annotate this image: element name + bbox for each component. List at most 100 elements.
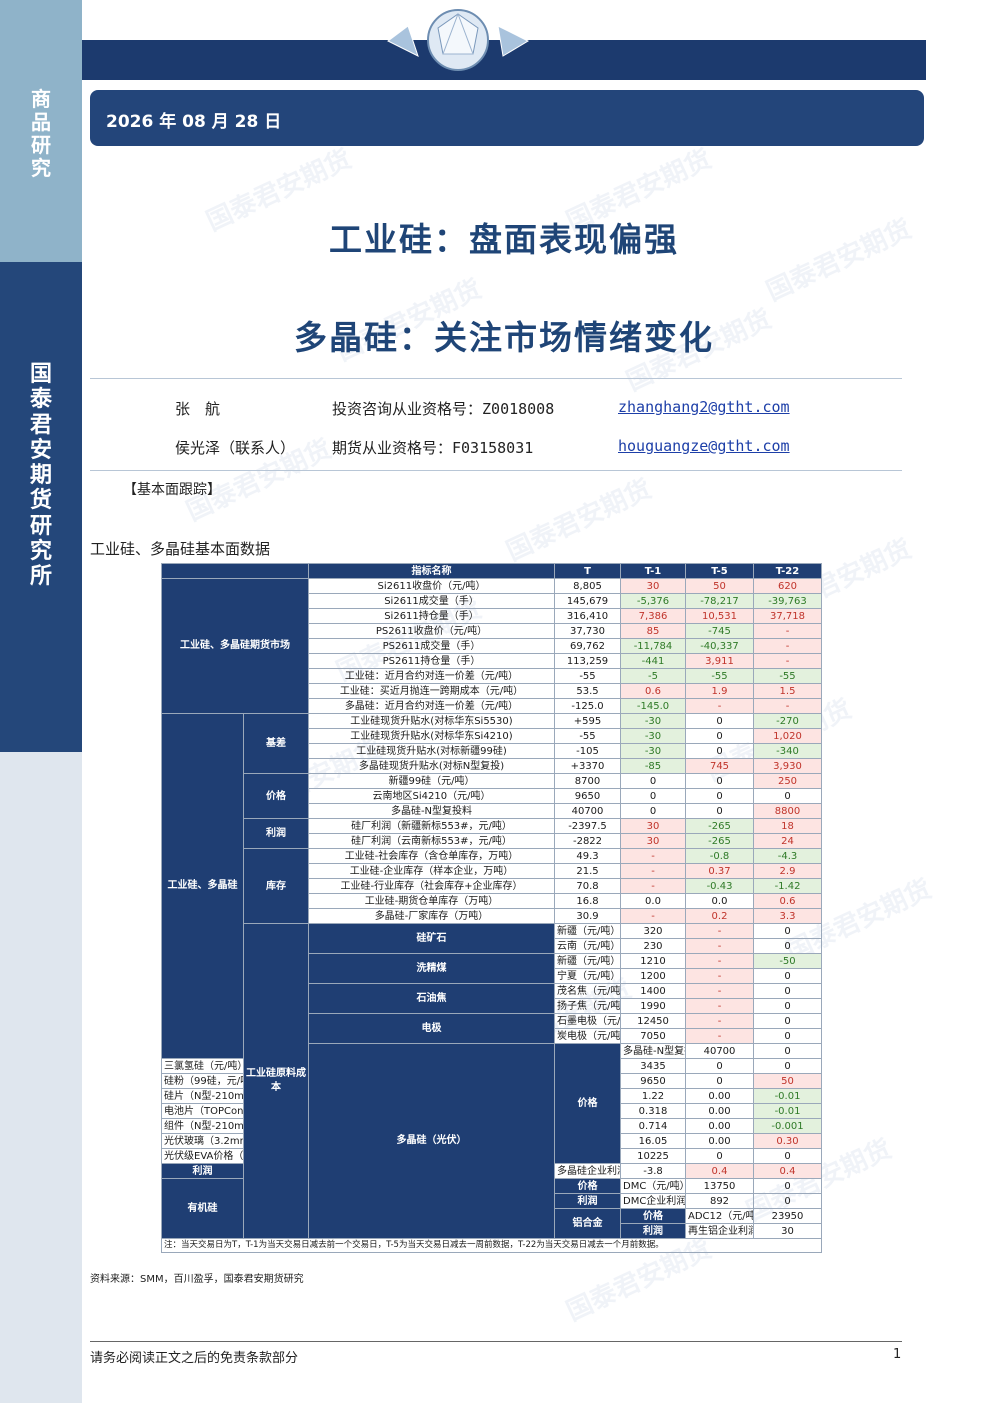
footer-divider	[90, 1341, 902, 1342]
value-cell: 0	[753, 1028, 822, 1044]
value-cell: 0	[753, 788, 822, 804]
table-row: 价格 新疆99硅（元/吨） 8700 0 0 250	[162, 773, 822, 819]
value-cell: 0.00	[685, 1118, 754, 1134]
value-cell: 0	[620, 788, 686, 804]
indicator-cell: 硅厂利润（云南新标553#，元/吨）	[308, 833, 555, 849]
indicator-cell: 工业硅-企业库存（样本企业，万吨）	[308, 863, 555, 879]
table-row: 工业硅：近月合约对连一价差（元/吨） -55 -5 -55 -55	[162, 668, 822, 684]
indicator-cell: 新疆99硅（元/吨）	[308, 773, 555, 789]
report-date: 2026 年 08 月 28 日	[106, 112, 282, 132]
value-cell: -50	[753, 953, 822, 969]
indicator-cell: 光伏级EVA价格（元/吨）	[161, 1148, 244, 1164]
value-cell: -4.3	[753, 848, 822, 864]
value-cell: 10225	[620, 1148, 686, 1164]
indicator-cell: 工业硅：买近月抛连一跨期成本（元/吨）	[308, 683, 555, 699]
value-cell: 23950	[753, 1208, 822, 1224]
value-cell: 24	[753, 833, 822, 849]
indicator-cell: PS2611持仓量（手）	[308, 653, 555, 669]
value-cell: -270	[753, 713, 822, 729]
value-cell: +595	[554, 713, 621, 729]
value-cell: 13750	[685, 1178, 754, 1194]
value-cell: -2822	[554, 833, 621, 849]
value-cell: 316,410	[554, 608, 621, 624]
indicator-cell: 多晶硅-厂家库存（万吨）	[308, 908, 555, 924]
value-cell: -	[753, 638, 822, 654]
date-banner: 2026 年 08 月 28 日	[90, 90, 924, 146]
value-cell: -265	[685, 833, 754, 849]
value-cell: 16.05	[620, 1133, 686, 1149]
value-cell: 0.37	[685, 863, 754, 879]
value-cell: 320	[620, 923, 686, 939]
value-cell: 0.30	[753, 1133, 822, 1149]
indicator-cell: 石墨电极（元/吨）	[554, 1013, 621, 1029]
table-row: 利润多晶硅企业利润（元/千克）-3.80.40.48.8	[161, 1163, 822, 1179]
indicator-cell: 宁夏（元/吨）	[554, 968, 621, 984]
divider	[90, 470, 902, 471]
value-cell: 9650	[620, 1073, 686, 1089]
author-email-2[interactable]: houguangze@gtht.com	[618, 437, 790, 455]
table-row: 炭电极（元/吨）7050-0100	[162, 1028, 822, 1044]
value-cell: 3,930	[753, 758, 822, 774]
indicator-cell: 多晶硅：近月合约对连一价差（元/吨）	[308, 698, 555, 714]
indicator-cell: 光伏玻璃（3.2mm，元/立方米）	[161, 1133, 244, 1149]
author-cert-2: 期货从业资格号：F03158031	[332, 439, 534, 457]
diamond-logo-icon	[387, 9, 530, 71]
value-cell: -	[685, 698, 754, 714]
value-cell: -441	[620, 653, 686, 669]
value-cell: 0	[685, 743, 754, 759]
value-cell: 0	[753, 1043, 822, 1059]
value-cell: 0	[753, 938, 822, 954]
fundamentals-table: 指标名称 T T-1 T-5 T-22 工业硅、多晶硅期货市场 Si2611收盘价…	[161, 563, 822, 1253]
subcategory-cell: 利润	[620, 1223, 686, 1239]
value-cell: 0	[753, 983, 822, 999]
value-cell: -	[685, 923, 754, 939]
value-cell: 892	[685, 1193, 754, 1209]
value-cell: 0	[753, 998, 822, 1014]
value-cell: 8700	[554, 773, 621, 789]
value-cell: -	[685, 983, 754, 999]
value-cell: 30	[620, 578, 686, 594]
value-cell: 9650	[554, 788, 621, 804]
value-cell: 0	[620, 773, 686, 789]
value-cell: 53.5	[554, 683, 621, 699]
value-cell: 1.5	[753, 683, 822, 699]
watermark-text: 国泰君安期货	[502, 474, 657, 568]
author-email-1[interactable]: zhanghang2@gtht.com	[618, 398, 790, 416]
author-name-1: 张 航	[175, 400, 221, 418]
value-cell: 7050	[620, 1028, 686, 1044]
sidebar-top-band	[0, 0, 82, 262]
table-row: 光伏玻璃（3.2mm，元/立方米）16.050.000.300.45	[161, 1133, 822, 1149]
value-cell: 0	[753, 923, 822, 939]
value-cell: -0.01	[753, 1103, 822, 1119]
value-cell: -11,784	[620, 638, 686, 654]
left-sidebar: 商品研究 国泰君安期货研究所	[0, 0, 82, 1403]
value-cell: -2397.5	[554, 818, 621, 834]
value-cell: 0	[753, 1013, 822, 1029]
source-note: 资料来源：SMM，百川盈孚，国泰君安期货研究	[90, 1274, 304, 1285]
indicator-cell: 硅片（N型-210mm，元/片）	[161, 1088, 244, 1104]
value-cell: 16.8	[554, 893, 621, 909]
value-cell: -	[685, 953, 754, 969]
value-cell: 50	[685, 578, 754, 594]
value-cell: 0.0	[685, 893, 754, 909]
indicator-cell: 三氯氢硅（元/吨）	[161, 1058, 244, 1074]
indicator-cell: DMC（元/吨）	[620, 1178, 686, 1194]
value-cell: 0	[753, 1178, 822, 1194]
value-cell: 0	[685, 713, 754, 729]
indicator-cell: 云南地区Si4210（元/吨）	[308, 788, 555, 804]
value-cell: 3.3	[753, 908, 822, 924]
indicator-cell: 再生铝企业利润（元/吨）	[685, 1223, 754, 1239]
value-cell: -	[685, 968, 754, 984]
table-title: 工业硅、多晶硅基本面数据	[90, 540, 271, 558]
value-cell: 0.2	[685, 908, 754, 924]
value-cell: 0	[753, 968, 822, 984]
value-cell: -340	[753, 743, 822, 759]
indicator-cell: 工业硅现货升贴水(对标新疆99硅)	[308, 743, 555, 759]
value-cell: 250	[753, 773, 822, 789]
value-cell: 1,020	[753, 728, 822, 744]
value-cell: 0	[685, 773, 754, 789]
